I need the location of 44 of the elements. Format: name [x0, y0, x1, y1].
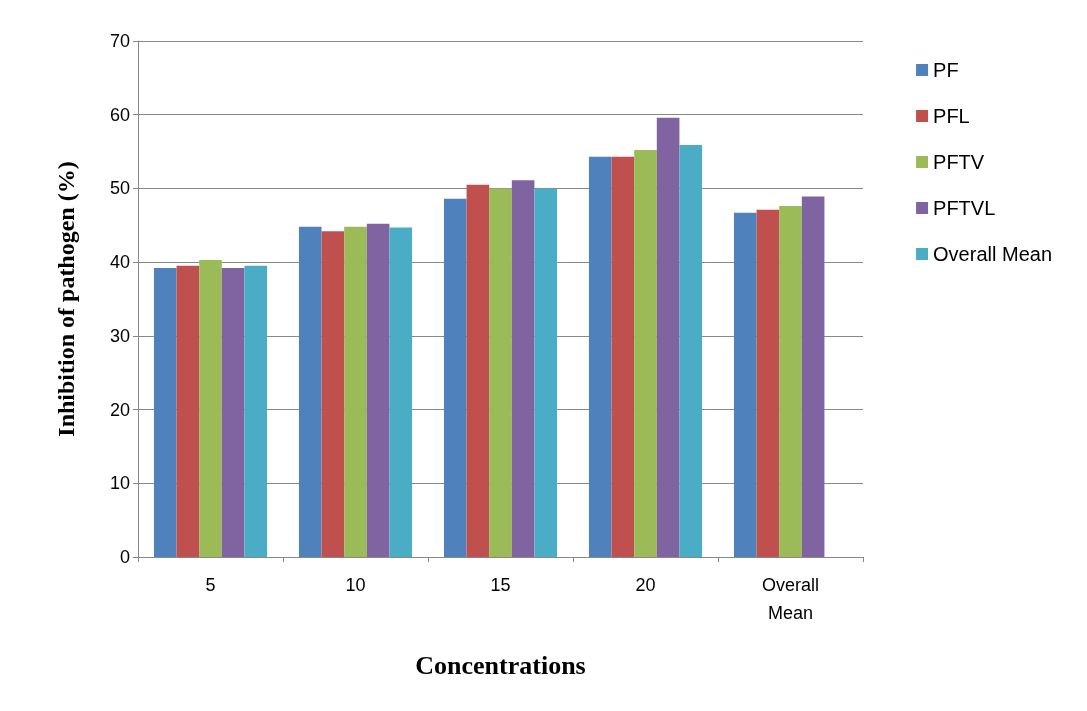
bar — [489, 188, 512, 557]
bar — [443, 198, 467, 557]
y-tick-label: 60 — [109, 104, 130, 125]
bar — [244, 265, 268, 557]
bar — [611, 156, 635, 557]
bar — [466, 184, 490, 557]
bar — [176, 265, 200, 557]
bar — [366, 223, 390, 557]
bar — [656, 117, 680, 557]
bar — [199, 259, 222, 557]
y-tick-label: 70 — [109, 31, 130, 51]
y-tick-label: 30 — [109, 325, 130, 346]
bar — [511, 180, 535, 557]
y-tick-label: 20 — [109, 399, 130, 420]
y-axis-title: Inhibition of pathogen (%) — [53, 161, 79, 437]
x-tick-label: 15 — [490, 575, 511, 595]
legend-label: PFTV — [933, 151, 985, 173]
bar — [801, 196, 825, 557]
x-tick-label: 10 — [345, 575, 366, 595]
bar — [756, 209, 780, 557]
x-axis-title: Concentrations — [415, 650, 586, 680]
legend-label: PFL — [933, 105, 970, 127]
bar — [389, 227, 413, 557]
bar — [321, 231, 345, 557]
bar — [634, 150, 657, 557]
bar — [779, 206, 802, 557]
legend-label: PF — [933, 59, 959, 81]
y-tick-label: 0 — [119, 547, 130, 567]
bar — [733, 212, 757, 557]
x-tick-label: 5 — [205, 575, 216, 595]
y-tick-label: 40 — [109, 252, 130, 273]
legend-label: Overall Mean — [933, 243, 1052, 265]
bar — [588, 156, 612, 557]
bar — [344, 226, 367, 557]
legend-label: PFTVL — [933, 197, 996, 219]
bar — [534, 188, 558, 557]
x-tick-label: 20 — [635, 575, 656, 595]
bar — [298, 226, 322, 557]
y-tick-label: 50 — [109, 178, 130, 199]
bar — [153, 268, 177, 557]
bar — [679, 144, 703, 557]
x-tick-label: Overall Mean — [761, 575, 820, 623]
y-tick-label: 10 — [109, 473, 130, 494]
bar — [221, 268, 245, 557]
